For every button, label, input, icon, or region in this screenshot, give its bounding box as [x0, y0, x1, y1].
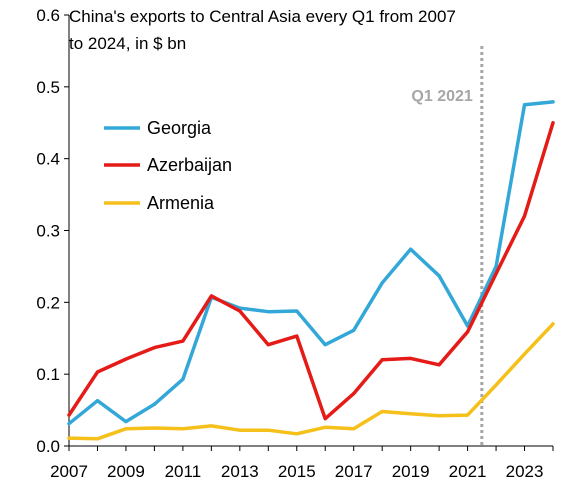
data-point-azerbaijan: [352, 392, 356, 396]
data-point-azerbaijan: [181, 339, 185, 343]
data-point-azerbaijan: [437, 363, 441, 367]
x-tick-label: 2011: [165, 462, 202, 481]
data-point-armenia: [67, 436, 71, 440]
data-point-azerbaijan: [266, 343, 270, 347]
data-point-georgia: [124, 420, 128, 424]
x-tick-label: 2023: [506, 462, 544, 481]
series-line-azerbaijan: [67, 121, 555, 421]
x-tick-label: 2015: [278, 462, 316, 481]
x-tick-label: 2017: [335, 462, 373, 481]
data-point-azerbaijan: [551, 121, 555, 125]
legend-label-azerbaijan: Azerbaijan: [147, 155, 232, 175]
y-tick-label: 0.4: [36, 150, 60, 169]
data-point-armenia: [209, 424, 213, 428]
data-point-armenia: [551, 322, 555, 326]
data-point-azerbaijan: [380, 358, 384, 362]
data-point-armenia: [295, 432, 299, 436]
y-tick-label: 0.2: [36, 293, 60, 312]
data-point-armenia: [124, 427, 128, 431]
data-point-armenia: [352, 427, 356, 431]
data-point-georgia: [380, 281, 384, 285]
y-axis: 0.0 0.1 0.2 0.3 0.4 0.5 0.6: [36, 6, 70, 456]
data-point-azerbaijan: [323, 417, 327, 421]
series-line-georgia: [67, 100, 555, 426]
data-point-armenia: [466, 413, 470, 417]
data-point-georgia: [95, 399, 99, 403]
data-point-azerbaijan: [409, 356, 413, 360]
x-tick-label: 2021: [449, 462, 487, 481]
chart-title-line1: China's exports to Central Asia every Q1…: [69, 7, 456, 26]
data-point-armenia: [409, 412, 413, 416]
data-point-georgia: [181, 377, 185, 381]
data-point-georgia: [437, 274, 441, 278]
annotation-label: Q1 2021: [411, 88, 472, 105]
data-point-georgia: [323, 343, 327, 347]
data-point-georgia: [551, 100, 555, 104]
data-point-armenia: [152, 426, 156, 430]
data-point-georgia: [266, 310, 270, 314]
y-tick-label: 0.5: [36, 78, 60, 97]
data-point-azerbaijan: [67, 413, 71, 417]
x-tick-label: 2013: [221, 462, 259, 481]
data-point-armenia: [95, 437, 99, 441]
data-point-armenia: [181, 427, 185, 431]
x-axis: 2007 2009 2011 2013 2015 2017 2019 2021 2023: [50, 445, 554, 481]
data-point-azerbaijan: [466, 330, 470, 334]
data-point-georgia: [295, 309, 299, 313]
series-line-armenia: [67, 322, 555, 441]
data-point-armenia: [437, 414, 441, 418]
x-tick-label: 2007: [50, 462, 88, 481]
data-point-georgia: [67, 422, 71, 426]
data-point-georgia: [152, 402, 156, 406]
data-point-azerbaijan: [209, 294, 213, 298]
chart-title-line2: to 2024, in $ bn: [69, 34, 186, 53]
data-point-azerbaijan: [295, 334, 299, 338]
data-point-armenia: [323, 425, 327, 429]
data-point-azerbaijan: [523, 214, 527, 218]
data-point-azerbaijan: [152, 346, 156, 350]
x-tick-label: 2019: [392, 462, 430, 481]
data-point-armenia: [523, 352, 527, 356]
legend-label-georgia: Georgia: [147, 118, 212, 138]
data-point-georgia: [523, 103, 527, 107]
y-tick-label: 0.6: [36, 6, 60, 25]
y-tick-label: 0.0: [36, 437, 60, 456]
data-point-georgia: [409, 247, 413, 251]
legend-label-armenia: Armenia: [147, 193, 215, 213]
y-tick-label: 0.3: [36, 222, 60, 241]
data-point-azerbaijan: [124, 357, 128, 361]
legend: Georgia Azerbaijan Armenia: [104, 118, 232, 213]
data-point-armenia: [494, 383, 498, 387]
data-point-armenia: [238, 428, 242, 432]
y-tick-label: 0.1: [36, 365, 60, 384]
x-tick-label: 2009: [107, 462, 145, 481]
data-point-azerbaijan: [95, 370, 99, 374]
data-point-georgia: [494, 264, 498, 268]
title: China's exports to Central Asia every Q1…: [69, 7, 456, 53]
annotation: Q1 2021: [411, 46, 484, 446]
data-point-armenia: [380, 410, 384, 414]
data-point-azerbaijan: [494, 272, 498, 276]
data-point-armenia: [266, 428, 270, 432]
data-point-georgia: [352, 328, 356, 332]
data-point-azerbaijan: [238, 309, 242, 313]
series-lines: [67, 100, 555, 441]
